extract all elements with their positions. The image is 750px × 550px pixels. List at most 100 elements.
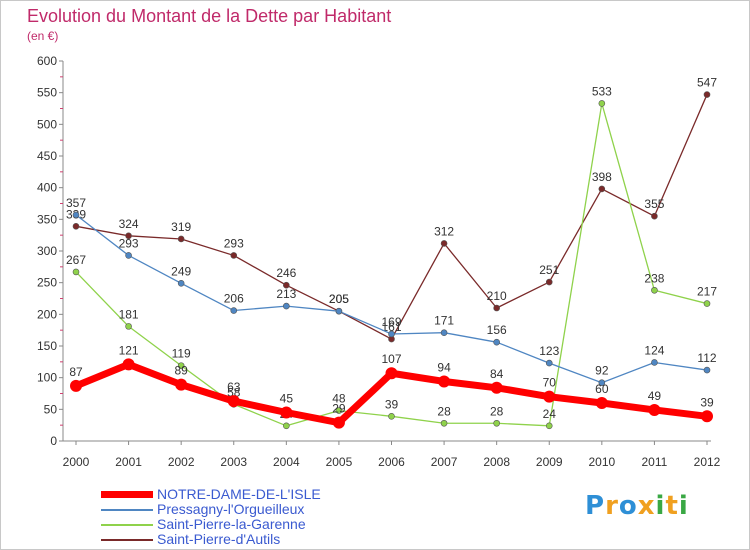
data-label: 84 xyxy=(490,367,504,381)
x-tick-label: 2005 xyxy=(326,455,353,469)
legend-swatch xyxy=(101,523,153,526)
data-point xyxy=(648,403,661,416)
x-tick-label: 2008 xyxy=(483,455,510,469)
data-point xyxy=(122,358,135,371)
x-tick-label: 2012 xyxy=(694,455,721,469)
data-point xyxy=(595,397,608,409)
data-label: 398 xyxy=(592,170,612,184)
y-tick-label: 50 xyxy=(44,402,58,416)
x-tick-label: 2011 xyxy=(642,455,668,469)
data-point xyxy=(545,422,553,430)
logo-letter: r xyxy=(605,491,619,521)
data-point xyxy=(332,416,345,429)
x-tick-label: 2000 xyxy=(63,455,90,469)
y-tick-label: 100 xyxy=(37,371,57,385)
data-point xyxy=(545,359,553,367)
data-label: 357 xyxy=(66,196,86,210)
data-point xyxy=(72,268,80,276)
data-point xyxy=(440,419,448,427)
data-label: 205 xyxy=(329,292,349,306)
data-point xyxy=(72,223,80,230)
data-label: 206 xyxy=(224,292,244,306)
legend-item: NOTRE-DAME-DE-L'ISLE xyxy=(101,487,321,502)
data-label: 121 xyxy=(119,343,139,357)
x-tick-label: 2004 xyxy=(273,455,300,469)
y-tick-label: 0 xyxy=(50,434,57,448)
data-label: 60 xyxy=(595,382,609,396)
data-point xyxy=(598,379,606,387)
data-label: 107 xyxy=(381,352,401,366)
logo-letter: x xyxy=(637,491,656,521)
data-label: 89 xyxy=(174,364,188,378)
data-point xyxy=(545,278,553,286)
y-tick-label: 550 xyxy=(37,86,57,100)
data-label: 324 xyxy=(119,217,139,231)
data-label: 28 xyxy=(437,404,451,418)
data-label: 70 xyxy=(543,376,557,390)
logo-letter: t xyxy=(665,491,679,521)
data-label: 169 xyxy=(381,315,401,329)
legend-item: Pressagny-l'Orgueilleux xyxy=(101,502,321,517)
data-label: 238 xyxy=(644,271,664,285)
data-point xyxy=(440,329,448,337)
legend-label: Saint-Pierre-la-Garenne xyxy=(157,516,306,532)
data-point xyxy=(703,91,711,98)
y-tick-label: 600 xyxy=(37,54,57,68)
proxiti-logo: Proxiti xyxy=(585,491,689,521)
data-point xyxy=(177,362,185,369)
y-tick-label: 300 xyxy=(37,244,57,258)
data-label: 293 xyxy=(224,236,244,250)
data-point xyxy=(388,330,395,338)
data-label: 246 xyxy=(276,266,296,280)
data-point xyxy=(230,252,238,259)
chart-subtitle: (en €) xyxy=(27,29,59,43)
data-point xyxy=(493,304,500,312)
data-label: 547 xyxy=(697,76,717,90)
data-point xyxy=(543,390,556,403)
data-label: 161 xyxy=(381,320,401,334)
data-label: 112 xyxy=(697,351,716,365)
data-point xyxy=(651,212,658,220)
legend-swatch xyxy=(101,491,153,498)
chart-legend: NOTRE-DAME-DE-L'ISLE Pressagny-l'Orgueill… xyxy=(101,487,321,547)
data-point xyxy=(701,410,713,423)
data-point xyxy=(490,381,503,394)
data-label: 124 xyxy=(644,343,664,357)
data-label: 181 xyxy=(119,307,139,321)
data-point xyxy=(335,307,343,315)
data-point xyxy=(175,378,188,391)
y-tick-label: 400 xyxy=(37,181,57,195)
data-point xyxy=(230,307,238,314)
chart-title: Evolution du Montant de la Dette par Hab… xyxy=(27,6,392,26)
data-point xyxy=(125,232,132,240)
data-label: 533 xyxy=(592,84,612,98)
y-tick-label: 350 xyxy=(37,212,57,226)
data-point xyxy=(493,419,500,427)
data-label: 171 xyxy=(434,314,454,328)
y-tick-label: 200 xyxy=(37,307,57,321)
data-point xyxy=(125,323,132,330)
data-point xyxy=(72,211,80,219)
x-tick-label: 2002 xyxy=(168,455,195,469)
data-point xyxy=(177,235,185,243)
legend-label: Pressagny-l'Orgueilleux xyxy=(157,501,305,517)
data-label: 48 xyxy=(332,392,346,406)
data-label: 29 xyxy=(332,402,346,416)
x-tick-label: 2010 xyxy=(588,455,615,469)
data-point xyxy=(70,379,82,392)
data-label: 45 xyxy=(280,392,294,406)
data-point xyxy=(283,281,290,289)
data-point xyxy=(703,300,711,307)
x-tick-label: 2009 xyxy=(536,455,563,469)
logo-letter: i xyxy=(678,491,689,521)
x-tick-label: 2003 xyxy=(220,455,247,469)
data-point xyxy=(598,100,606,107)
x-tick-label: 2001 xyxy=(115,455,142,469)
data-label: 312 xyxy=(434,224,454,238)
data-label: 251 xyxy=(539,263,559,277)
data-label: 205 xyxy=(329,292,349,306)
y-tick-label: 450 xyxy=(37,149,57,163)
data-point xyxy=(388,412,395,420)
data-label: 87 xyxy=(69,365,83,379)
